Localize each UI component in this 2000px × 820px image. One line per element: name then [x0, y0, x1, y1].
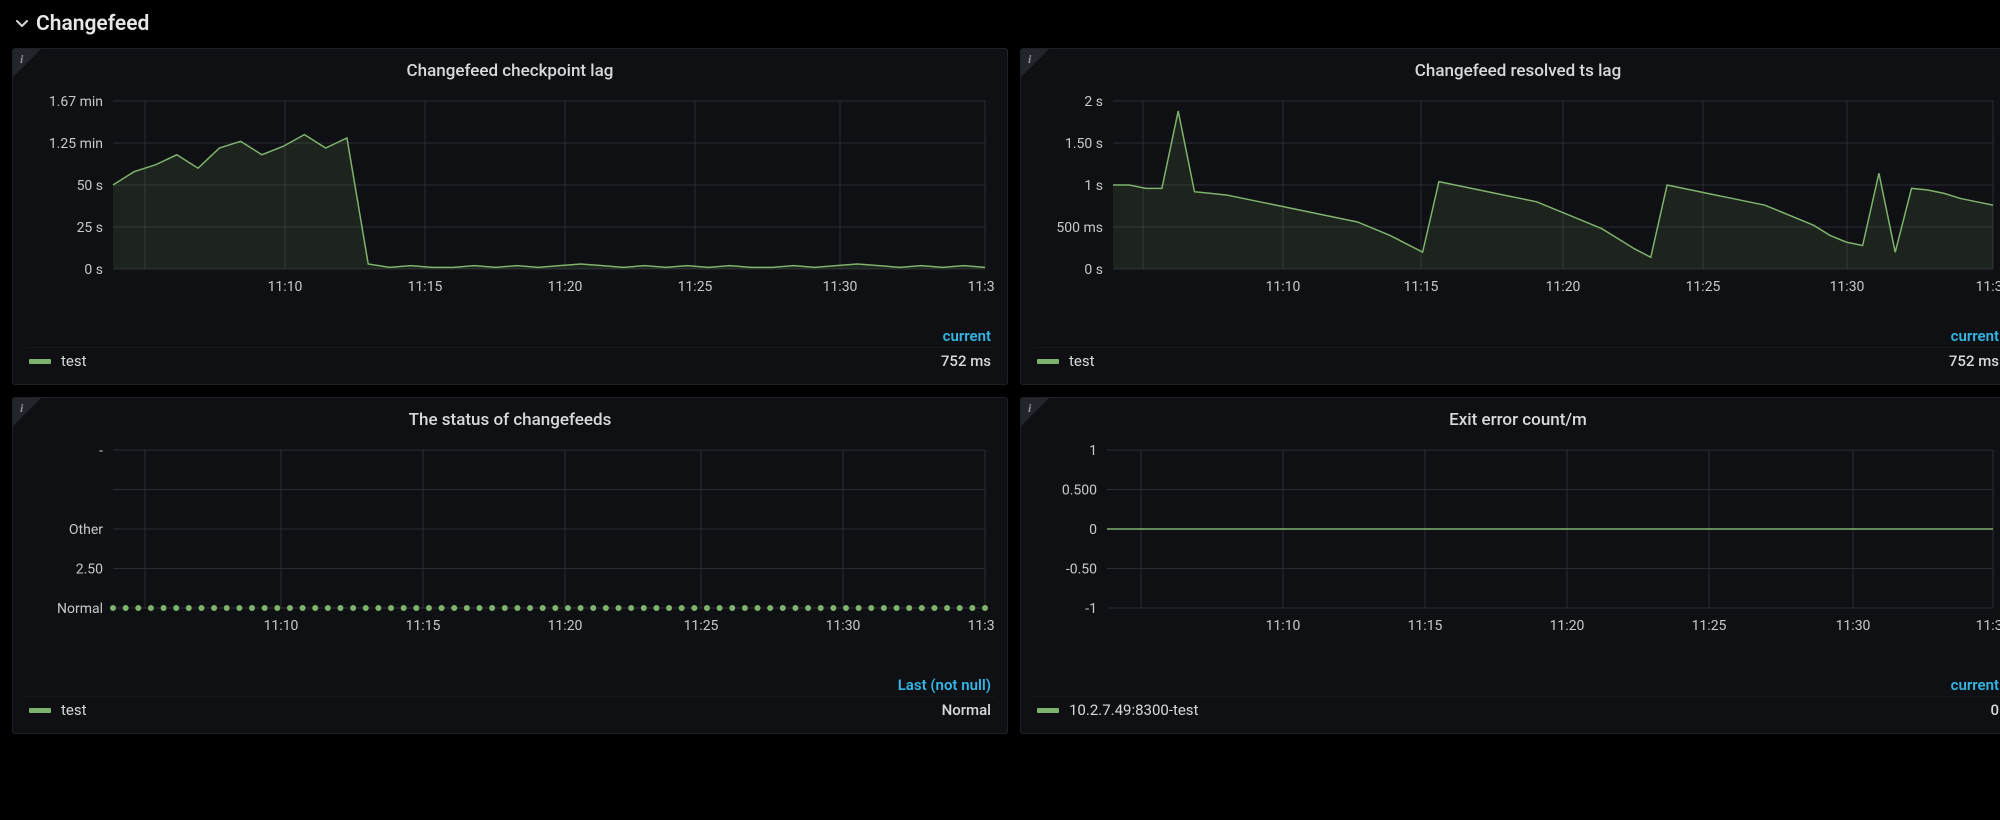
legend-series-row[interactable]: test Normal	[25, 696, 995, 723]
legend-header: Last (not null)	[25, 670, 995, 696]
svg-text:11:30: 11:30	[823, 279, 858, 295]
series-name: test	[61, 701, 87, 719]
svg-text:25 s: 25 s	[77, 220, 103, 236]
svg-text:11:25: 11:25	[1686, 279, 1721, 295]
chart-area[interactable]: 0 s 25 s 50 s 1.25 min 1.67 min 11:10 11:15 11:…	[25, 91, 995, 321]
series-swatch	[29, 708, 51, 713]
series-swatch	[1037, 708, 1059, 713]
svg-text:11:20: 11:20	[1546, 279, 1581, 295]
legend-column-label[interactable]: current	[1951, 676, 1999, 694]
svg-text:11:25: 11:25	[678, 279, 713, 295]
svg-text:0: 0	[1089, 522, 1097, 538]
panel-info-icon[interactable]: i	[13, 49, 41, 77]
series-name: test	[61, 352, 87, 370]
svg-text:Other: Other	[69, 522, 103, 538]
svg-text:11:20: 11:20	[1550, 618, 1585, 634]
svg-text:Normal: Normal	[57, 601, 103, 617]
svg-text:500 ms: 500 ms	[1056, 220, 1103, 236]
svg-text:-0.50: -0.50	[1066, 562, 1097, 578]
panel: iExit error count/m -1 -0.50 0 0.500 1 11:10 11…	[1020, 397, 2000, 734]
panel-info-icon[interactable]: i	[1021, 49, 1049, 77]
section-title: Changefeed	[36, 12, 149, 36]
panel-title[interactable]: The status of changefeeds	[25, 410, 995, 430]
panel-title[interactable]: Changefeed checkpoint lag	[25, 61, 995, 81]
svg-text:11:30: 11:30	[826, 618, 861, 634]
section-header[interactable]: Changefeed	[8, 8, 1992, 48]
svg-text:50 s: 50 s	[77, 178, 103, 194]
svg-text:11:30: 11:30	[1836, 618, 1871, 634]
svg-text:11:35: 11:35	[968, 618, 995, 634]
panel: iChangefeed checkpoint lag 0 s 25 s 50 s 1.2…	[12, 48, 1008, 385]
series-value: Normal	[942, 701, 991, 719]
legend-column-label[interactable]: Last (not null)	[898, 676, 991, 694]
svg-text:11:10: 11:10	[264, 618, 299, 634]
chart-area[interactable]: 0 s 500 ms 1 s 1.50 s 2 s 11:10 11:15 11:20 11:2…	[1033, 91, 2000, 321]
series-value: 752 ms	[1949, 352, 1999, 370]
svg-text:11:10: 11:10	[1266, 618, 1301, 634]
legend-column-label[interactable]: current	[943, 327, 991, 345]
panel-info-icon[interactable]: i	[1021, 398, 1049, 426]
svg-text:1.25 min: 1.25 min	[49, 136, 103, 152]
svg-text:11:35: 11:35	[968, 279, 995, 295]
legend-header: current	[1033, 670, 2000, 696]
series-value: 0	[1990, 701, 1999, 719]
svg-text:11:15: 11:15	[1408, 618, 1443, 634]
svg-text:1.67 min: 1.67 min	[49, 94, 103, 110]
svg-text:1.50 s: 1.50 s	[1065, 136, 1103, 152]
panel-grid: iChangefeed checkpoint lag0 s25 s50 s1.2…	[8, 48, 1992, 734]
svg-text:11:35: 11:35	[1976, 618, 2000, 634]
chart-area[interactable]: Normal 2.50 Other - 11:10 11:15 11:20 11:25 11:3…	[25, 440, 995, 670]
svg-text:11:15: 11:15	[1404, 279, 1439, 295]
svg-text:1: 1	[1089, 443, 1097, 459]
legend-column-label[interactable]: current	[1951, 327, 1999, 345]
svg-text:2 s: 2 s	[1084, 94, 1103, 110]
series-name: 10.2.7.49:8300-test	[1069, 701, 1198, 719]
svg-text:11:25: 11:25	[684, 618, 719, 634]
svg-text:0.500: 0.500	[1062, 483, 1097, 499]
svg-text:1 s: 1 s	[1084, 178, 1103, 194]
svg-text:11:25: 11:25	[1692, 618, 1727, 634]
svg-text:11:20: 11:20	[548, 618, 583, 634]
chart-area[interactable]: -1 -0.50 0 0.500 1 11:10 11:15 11:20 11:25 11:30 1…	[1033, 440, 2000, 670]
series-swatch	[1037, 359, 1059, 364]
svg-text:11:35: 11:35	[1976, 279, 2000, 295]
legend-header: current	[1033, 321, 2000, 347]
legend-series-row[interactable]: test 752 ms	[25, 347, 995, 374]
panel-title[interactable]: Changefeed resolved ts lag	[1033, 61, 2000, 81]
legend-series-row[interactable]: test 752 ms	[1033, 347, 2000, 374]
panel-title[interactable]: Exit error count/m	[1033, 410, 2000, 430]
chevron-down-icon	[16, 18, 28, 30]
svg-text:11:15: 11:15	[408, 279, 443, 295]
svg-text:11:10: 11:10	[1266, 279, 1301, 295]
series-name: test	[1069, 352, 1095, 370]
series-value: 752 ms	[941, 352, 991, 370]
panel-info-icon[interactable]: i	[13, 398, 41, 426]
panel: iThe status of changefeeds Normal 2.50 Othe…	[12, 397, 1008, 734]
svg-text:11:10: 11:10	[268, 279, 303, 295]
svg-text:11:20: 11:20	[548, 279, 583, 295]
legend-header: current	[25, 321, 995, 347]
svg-text:0 s: 0 s	[1084, 262, 1103, 278]
legend-series-row[interactable]: 10.2.7.49:8300-test 0	[1033, 696, 2000, 723]
series-swatch	[29, 359, 51, 364]
svg-text:-1: -1	[1085, 601, 1097, 617]
svg-text:2.50: 2.50	[76, 562, 103, 578]
svg-text:0 s: 0 s	[84, 262, 103, 278]
svg-text:-: -	[99, 443, 103, 459]
svg-text:11:30: 11:30	[1830, 279, 1865, 295]
panel: iChangefeed resolved ts lag 0 s 500 ms 1 s 1…	[1020, 48, 2000, 385]
svg-text:11:15: 11:15	[406, 618, 441, 634]
